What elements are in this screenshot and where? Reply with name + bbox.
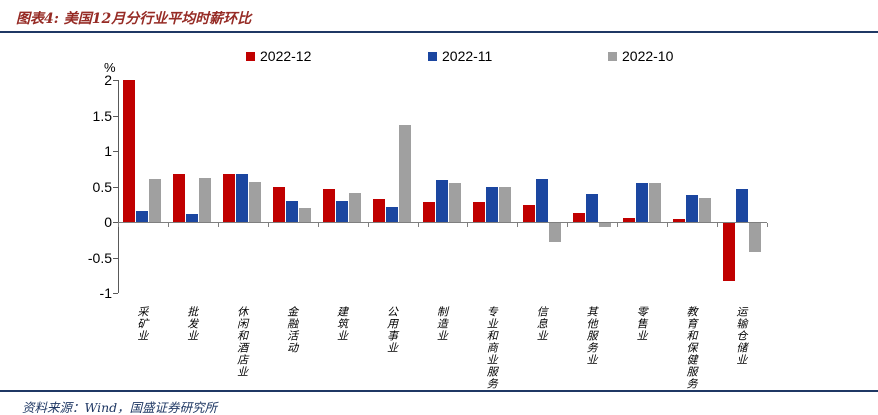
y-axis-tick [113, 222, 118, 223]
bar-2022-12 [672, 219, 685, 222]
bar-2022-11 [685, 195, 698, 222]
x-axis-tick [617, 223, 619, 227]
bar-2022-12 [123, 80, 136, 222]
legend-swatch-icon [608, 51, 617, 61]
bar-2022-12 [622, 217, 635, 222]
bar-2022-12 [373, 198, 386, 222]
bar-2022-10 [199, 177, 212, 222]
x-axis-category-label: 教育和保健服务 [684, 306, 698, 390]
y-axis-line [118, 80, 119, 293]
x-axis-category-label: 其他服务业 [585, 306, 599, 366]
x-axis-tick [667, 223, 669, 227]
legend-label: 2022-11 [442, 48, 493, 64]
y-axis-tick-label: 1.5 [92, 107, 112, 124]
bar-2022-10 [149, 179, 162, 222]
x-axis-tick [217, 223, 219, 227]
x-axis-category-label: 休闲和酒店业 [235, 306, 249, 378]
y-axis-tick-label: 1 [104, 143, 112, 159]
bar-2022-11 [186, 214, 199, 222]
title-divider-line [0, 31, 878, 33]
bar-2022-12 [273, 186, 286, 222]
bar-2022-12 [423, 202, 435, 222]
y-axis-tick [113, 151, 118, 152]
bar-2022-12 [522, 204, 535, 222]
x-axis-category-label: 零售业 [635, 306, 649, 342]
bar-2022-12 [323, 189, 336, 222]
y-axis-tick-label: -1 [99, 285, 112, 301]
bar-2022-10 [498, 186, 511, 222]
bar-2022-10 [748, 223, 761, 253]
y-axis-unit-label: % [104, 60, 116, 75]
bar-2022-10 [548, 223, 561, 243]
bar-2022-10 [399, 124, 412, 222]
bar-2022-11 [136, 211, 149, 222]
bar-2022-11 [436, 180, 448, 222]
y-axis-tick [113, 80, 118, 81]
bar-2022-10 [249, 181, 262, 222]
y-axis-tick-label: 2 [104, 72, 112, 88]
bar-2022-10 [598, 223, 611, 227]
y-axis-tick [113, 186, 118, 188]
chart-title: 图表4: 美国12月分行业平均时薪环比 [16, 11, 252, 27]
y-axis-tick [113, 115, 118, 117]
x-axis-tick [717, 223, 719, 227]
x-axis-category-label: 金融活动 [285, 306, 299, 354]
x-axis-category-label: 信息业 [535, 306, 549, 342]
legend-item: 2022-12 [246, 49, 311, 63]
bar-2022-10 [648, 182, 661, 222]
bar-2022-11 [585, 193, 598, 222]
bar-2022-12 [223, 174, 236, 222]
data-source-note: 资料来源：Wind，国盛证券研究所 [22, 400, 218, 415]
bar-2022-11 [386, 207, 399, 222]
x-axis-tick [118, 223, 119, 227]
x-axis-tick [367, 223, 369, 227]
bar-2022-11 [336, 201, 349, 222]
x-axis-category-label: 专业和商业服务 [485, 306, 499, 390]
y-axis-tick-label: -0.5 [87, 249, 112, 266]
y-axis-tick [113, 257, 118, 259]
footer-divider-line [0, 390, 878, 392]
legend-swatch-icon [428, 51, 437, 61]
x-axis-tick [767, 223, 768, 227]
x-axis-tick [167, 223, 169, 227]
bar-2022-11 [236, 174, 249, 222]
legend-label: 2022-10 [622, 48, 674, 64]
x-axis-category-label: 制造业 [435, 306, 449, 342]
legend-item: 2022-11 [428, 49, 492, 63]
legend-item: 2022-10 [608, 49, 673, 63]
y-axis-tick-label: 0.5 [92, 178, 112, 195]
x-axis-category-label: 采矿业 [135, 306, 149, 342]
x-axis-tick [267, 223, 269, 227]
x-axis-zero-line [118, 222, 767, 223]
bar-2022-11 [635, 182, 648, 222]
y-axis-tick-label: 0 [104, 214, 112, 230]
y-axis-tick [113, 293, 118, 294]
x-axis-tick [467, 223, 469, 227]
bar-2022-10 [349, 192, 362, 222]
bar-2022-11 [535, 179, 548, 222]
x-axis-category-label: 批发业 [185, 306, 199, 342]
x-axis-tick [517, 223, 519, 227]
x-axis-category-label: 运输仓储业 [734, 306, 748, 366]
bar-2022-10 [299, 207, 312, 222]
bar-2022-10 [698, 197, 711, 222]
bar-2022-12 [722, 223, 735, 281]
bar-2022-11 [735, 189, 748, 222]
bar-2022-11 [286, 201, 299, 222]
bar-2022-12 [572, 212, 585, 222]
legend-swatch-icon [246, 51, 255, 61]
bar-2022-12 [472, 202, 485, 222]
x-axis-tick [567, 223, 569, 227]
bar-2022-10 [449, 182, 461, 222]
bar-2022-11 [485, 187, 498, 222]
x-axis-category-label: 公用事业 [385, 306, 399, 354]
x-axis-tick [317, 223, 319, 227]
bar-2022-12 [173, 174, 186, 222]
x-axis-tick [417, 223, 419, 227]
x-axis-category-label: 建筑业 [335, 306, 349, 342]
legend-label: 2022-12 [260, 48, 312, 64]
